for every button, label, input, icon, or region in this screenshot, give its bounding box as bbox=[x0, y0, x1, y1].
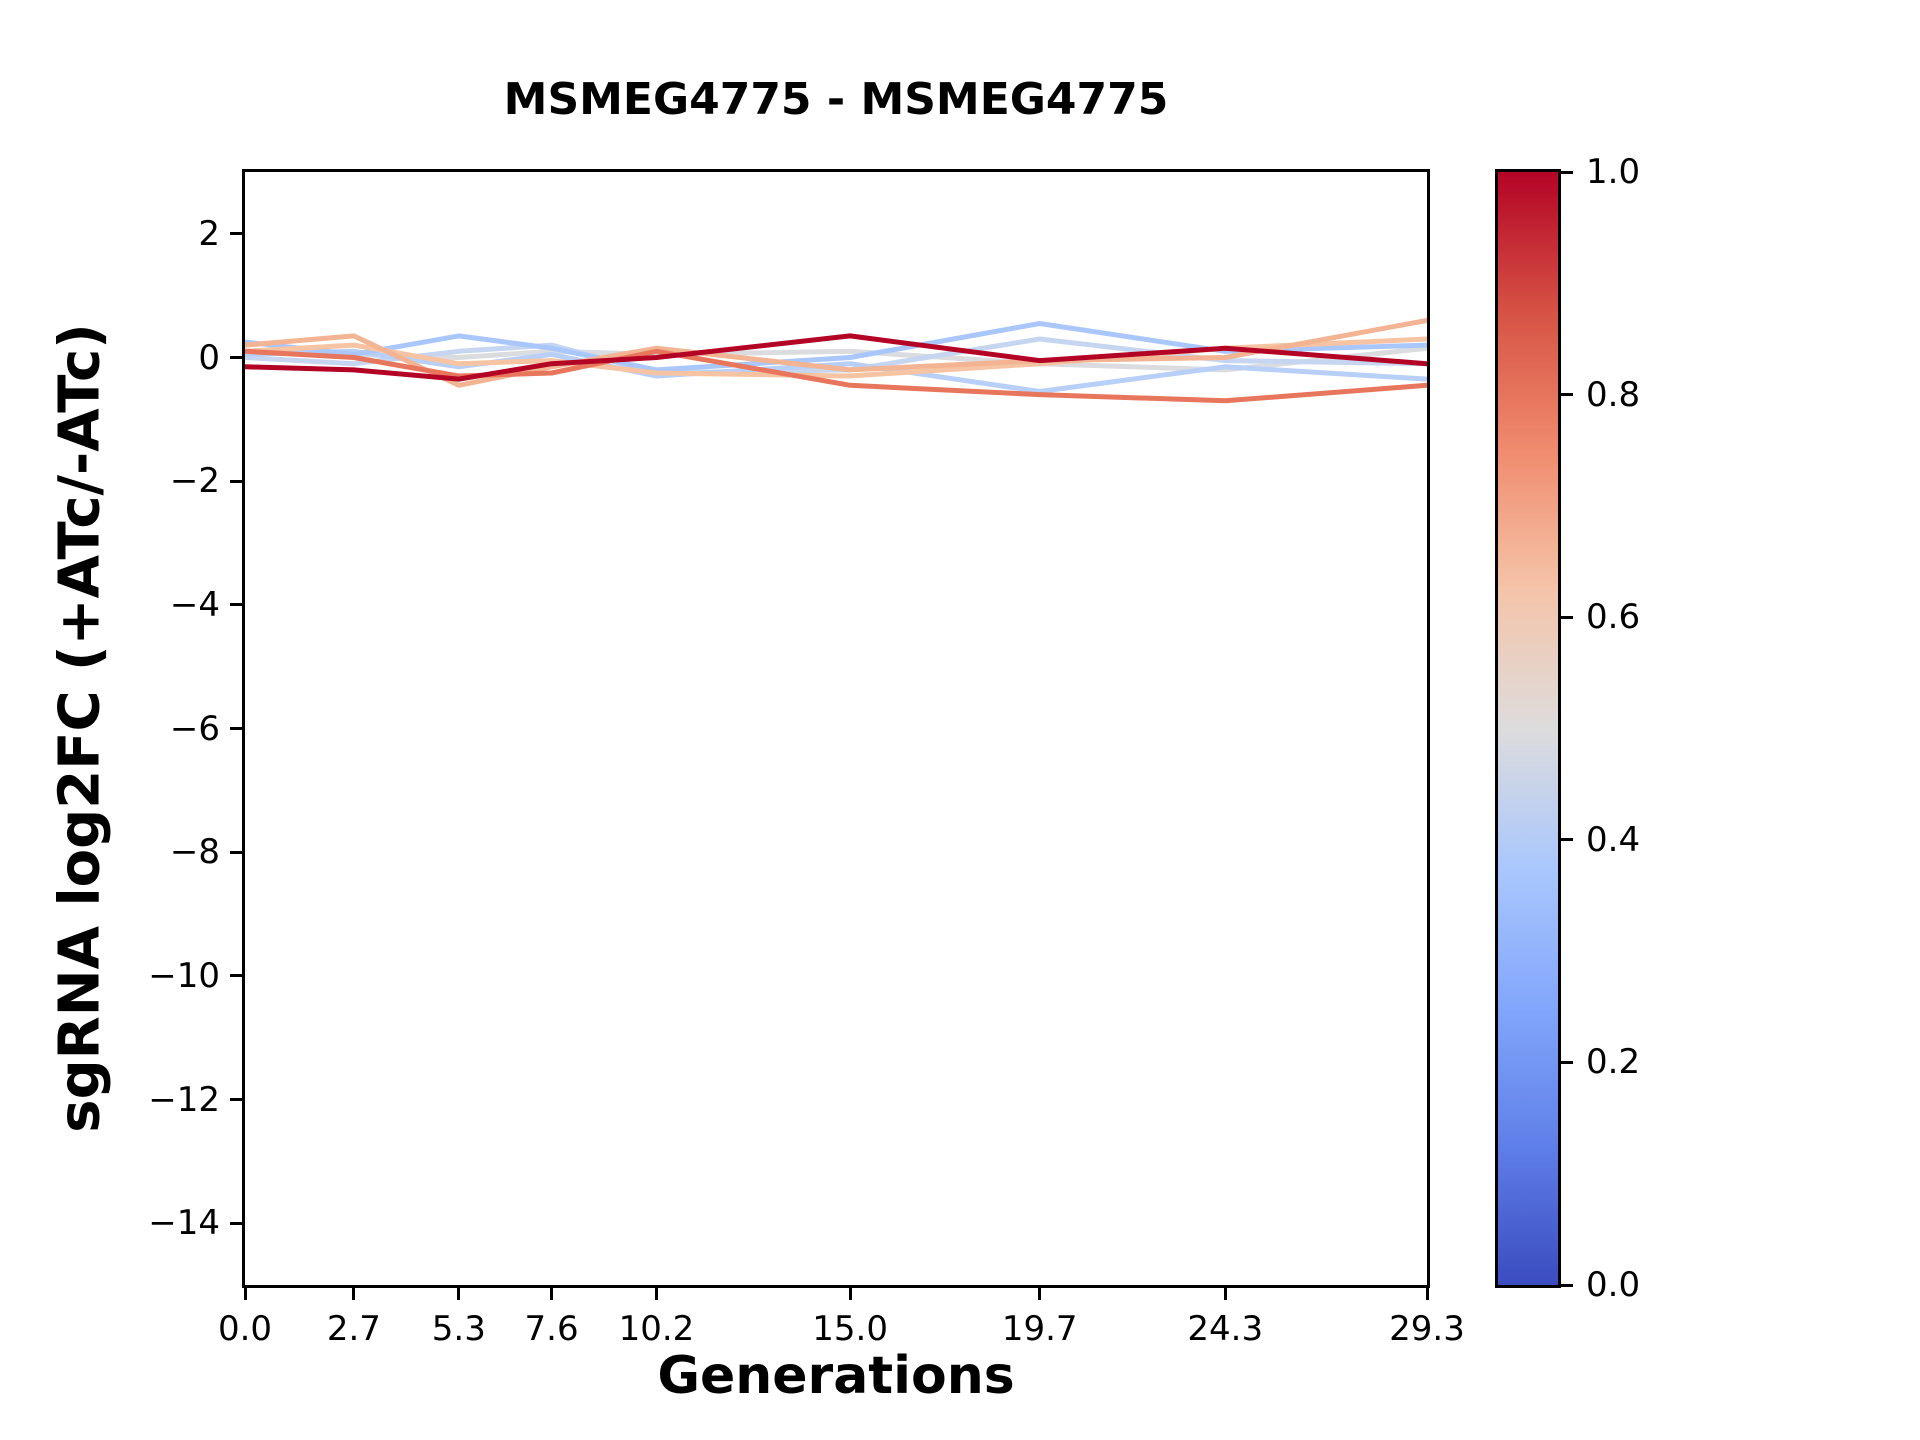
x-tick-mark bbox=[457, 1288, 461, 1300]
y-tick-label: −4 bbox=[169, 584, 220, 625]
colorbar-tick-label: 0.0 bbox=[1586, 1265, 1641, 1305]
colorbar-tick-mark bbox=[1561, 1283, 1573, 1287]
series-line bbox=[245, 348, 1427, 404]
y-tick-mark bbox=[230, 974, 242, 978]
series-lines-svg bbox=[245, 317, 1427, 404]
x-tick-mark bbox=[848, 1288, 852, 1300]
colorbar-gradient bbox=[1495, 169, 1561, 1288]
x-tick-label: 15.0 bbox=[812, 1309, 888, 1349]
colorbar-tick-label: 0.6 bbox=[1586, 597, 1641, 638]
y-tick-mark bbox=[230, 850, 242, 854]
series-line bbox=[245, 348, 1427, 394]
y-tick-label: 2 bbox=[198, 213, 220, 254]
x-tick-label: 7.6 bbox=[524, 1309, 579, 1349]
x-axis-label: Generations bbox=[657, 1346, 1015, 1406]
colorbar-tick-label: 1.0 bbox=[1586, 152, 1641, 192]
plot-area bbox=[242, 169, 1430, 1288]
series-line bbox=[245, 321, 1427, 373]
y-tick-mark bbox=[230, 479, 242, 483]
y-tick-label: 0 bbox=[198, 337, 220, 378]
colorbar-tick-mark bbox=[1561, 393, 1573, 397]
x-tick-mark bbox=[550, 1288, 554, 1300]
x-tick-label: 5.3 bbox=[431, 1309, 486, 1349]
x-tick-label: 19.7 bbox=[1001, 1309, 1078, 1349]
colorbar-tick-label: 0.8 bbox=[1586, 374, 1641, 415]
x-tick-mark bbox=[1223, 1288, 1227, 1300]
colorbar-tick-mark bbox=[1561, 615, 1573, 619]
x-tick-label: 10.2 bbox=[618, 1309, 695, 1349]
y-tick-label: −6 bbox=[169, 708, 220, 749]
y-tick-mark bbox=[230, 603, 242, 607]
chart-title: MSMEG4775 - MSMEG4775 bbox=[503, 74, 1169, 125]
colorbar-tick-mark bbox=[1561, 838, 1573, 842]
y-tick-label: −14 bbox=[148, 1203, 220, 1244]
x-tick-mark bbox=[654, 1288, 658, 1300]
x-tick-label: 29.3 bbox=[1389, 1309, 1465, 1349]
y-tick-label: −12 bbox=[148, 1079, 220, 1120]
x-tick-mark bbox=[1425, 1288, 1429, 1300]
colorbar-tick-mark bbox=[1561, 170, 1573, 174]
y-tick-mark bbox=[230, 727, 242, 730]
y-tick-mark bbox=[230, 232, 242, 236]
colorbar-tick-label: 0.2 bbox=[1586, 1042, 1641, 1083]
x-tick-label: 2.7 bbox=[326, 1309, 381, 1349]
x-tick-mark bbox=[352, 1288, 356, 1300]
x-tick-label: 24.3 bbox=[1187, 1309, 1264, 1349]
y-tick-mark bbox=[230, 1221, 242, 1225]
x-tick-label: 0.0 bbox=[217, 1309, 273, 1349]
y-tick-label: −8 bbox=[169, 832, 220, 873]
y-tick-mark bbox=[230, 356, 242, 359]
x-tick-mark bbox=[243, 1288, 247, 1300]
colorbar-tick-label: 0.4 bbox=[1586, 819, 1641, 860]
series-line bbox=[245, 333, 1427, 382]
y-tick-label: −2 bbox=[169, 461, 220, 502]
y-tick-mark bbox=[230, 1098, 242, 1101]
colorbar-tick-mark bbox=[1561, 1060, 1573, 1064]
y-tick-label: −10 bbox=[148, 955, 220, 996]
x-tick-mark bbox=[1038, 1288, 1042, 1300]
series-line bbox=[245, 317, 1427, 388]
